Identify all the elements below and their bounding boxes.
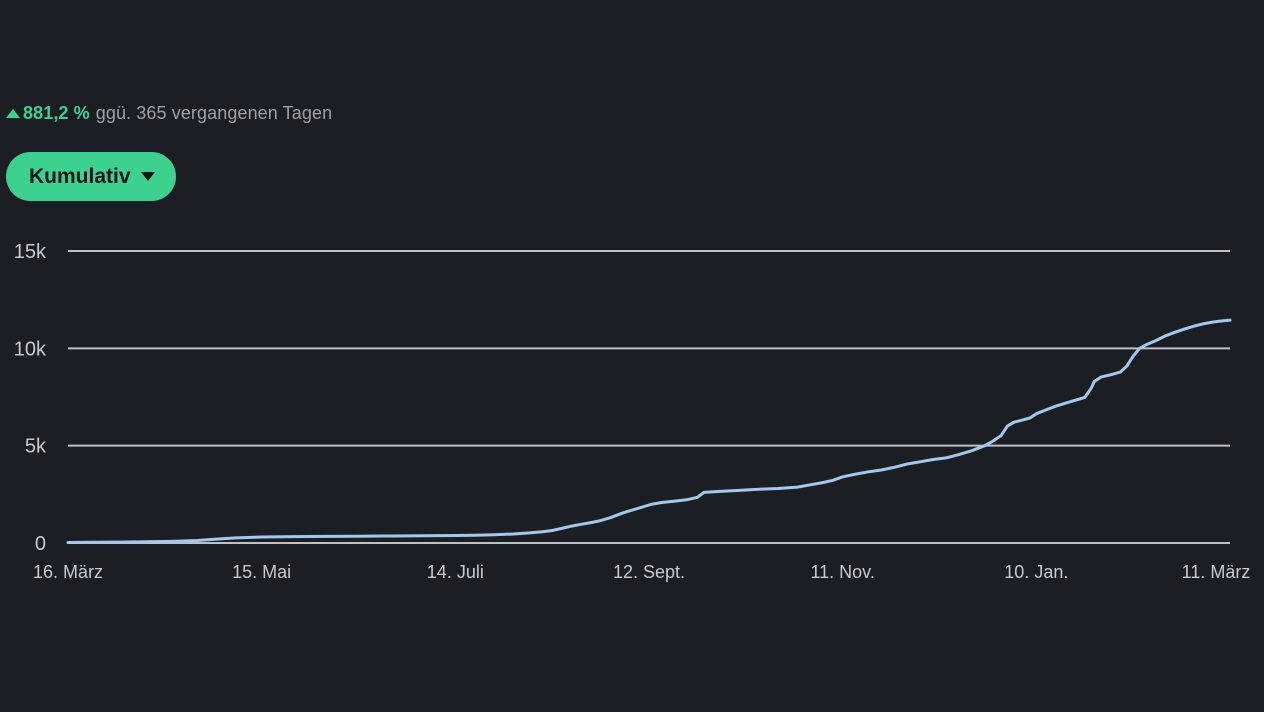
y-tick-label: 10k — [14, 338, 47, 360]
mode-dropdown-label: Kumulativ — [29, 164, 131, 188]
y-tick-label: 5k — [25, 436, 47, 458]
x-tick-label: 11. März — [1182, 562, 1251, 582]
series-line-kumulativ — [66, 318, 1232, 544]
x-tick-label: 15. Mai — [232, 562, 291, 582]
x-tick-label: 16. März — [33, 562, 103, 582]
y-tick-label: 0 — [35, 533, 46, 555]
caret-down-icon — [140, 172, 155, 181]
x-tick-label: 10. Jan. — [1004, 562, 1068, 582]
up-triangle-icon — [6, 109, 20, 118]
x-tick-label: 14. Juli — [427, 562, 484, 582]
change-context: ggü. 365 vergangenen Tagen — [95, 103, 333, 123]
change-percent: 881,2 % — [23, 103, 90, 123]
mode-dropdown-button[interactable]: Kumulativ — [6, 152, 176, 201]
x-tick-label: 11. Nov. — [810, 562, 874, 582]
x-tick-label: 12. Sept. — [613, 562, 685, 582]
change-summary: 881,2 % ggü. 365 vergangenen Tagen — [6, 103, 332, 124]
y-tick-label: 15k — [14, 241, 47, 263]
